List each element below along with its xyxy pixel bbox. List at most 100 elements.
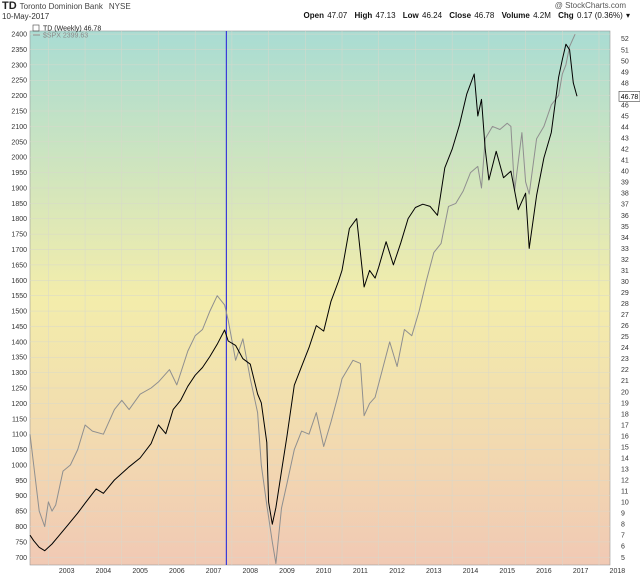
left-tick-label: 1250 — [11, 386, 27, 393]
legend-td: TD (Weekly) 46.78 — [43, 26, 101, 33]
left-tick-label: 2250 — [11, 78, 27, 85]
x-tick-label: 2009 — [279, 568, 295, 575]
stockcharts-logo[interactable]: @ StockCharts.com — [554, 1, 626, 10]
left-tick-label: 1300 — [11, 370, 27, 377]
series-lines — [29, 31, 578, 565]
right-tick-label: 45 — [621, 113, 629, 120]
left-tick-label: 1650 — [11, 262, 27, 269]
company-name: Toronto Dominion Bank — [19, 2, 103, 11]
left-tick-label: 700 — [15, 555, 27, 562]
right-tick-label: 9 — [621, 511, 625, 518]
right-tick-label: 14 — [621, 455, 629, 462]
right-tick-label: 41 — [621, 158, 629, 165]
left-tick-label: 750 — [15, 539, 27, 546]
right-tick-label: 12 — [621, 478, 629, 485]
left-tick-label: 1350 — [11, 355, 27, 362]
right-tick-label: 6 — [621, 544, 625, 551]
right-tick-label: 7 — [621, 533, 625, 540]
left-tick-label: 800 — [15, 524, 27, 531]
right-tick-label: 51 — [621, 47, 629, 54]
x-tick-label: 2015 — [499, 568, 515, 575]
right-tick-label: 21 — [621, 378, 629, 385]
quote-summary: Open 47.07 High 47.13 Low 46.24 Close 46… — [299, 11, 630, 20]
last-value-box — [618, 91, 640, 102]
right-tick-label: 46 — [621, 102, 629, 109]
left-tick-label: 2100 — [11, 124, 27, 131]
left-tick-label: 1850 — [11, 201, 27, 208]
left-tick-label: 1200 — [11, 401, 27, 408]
right-axis: 5 6 7 8 9 10 11 12 13 14 15 16 17 18 19 20 21 22 23 24 25 26 2… — [621, 36, 629, 562]
right-tick-label: 17 — [621, 422, 629, 429]
td-series-line — [29, 43, 578, 552]
right-tick-label: 52 — [621, 36, 629, 43]
left-tick-label: 1400 — [11, 339, 27, 346]
low-label: Low — [402, 11, 419, 20]
left-tick-label: 1900 — [11, 185, 27, 192]
x-tick-label: 2003 — [59, 568, 75, 575]
right-tick-label: 32 — [621, 257, 629, 264]
left-tick-label: 1950 — [11, 170, 27, 177]
x-tick-label: 2008 — [242, 568, 258, 575]
spx-series-line — [29, 33, 576, 564]
left-tick-label: 2050 — [11, 139, 27, 146]
x-tick-label: 2010 — [316, 568, 332, 575]
left-axis: 700 750 800 850 900 950 1000 1050 1100 1150 1200 12… — [11, 32, 27, 562]
high-value: 47.13 — [375, 11, 396, 20]
chg-value: 0.17 (0.36%) — [576, 11, 623, 20]
horizontal-gridlines — [30, 33, 610, 558]
x-tick-label: 2018 — [610, 568, 626, 575]
right-tick-label: 42 — [621, 147, 629, 154]
close-label: Close — [449, 11, 472, 20]
right-tick-label: 31 — [621, 268, 629, 275]
left-tick-label: 1550 — [11, 293, 27, 300]
left-tick-label: 1700 — [11, 247, 27, 254]
right-tick-label: 28 — [621, 301, 629, 308]
close-value: 46.78 — [474, 11, 495, 20]
x-tick-label: 2004 — [96, 568, 112, 575]
left-tick-label: 1450 — [11, 324, 27, 331]
left-tick-label: 1500 — [11, 309, 27, 316]
left-tick-label: 2400 — [11, 32, 27, 39]
ticker-title: TD Toronto Dominion Bank NYSE — [2, 0, 131, 12]
right-tick-label: 11 — [621, 489, 628, 496]
left-tick-label: 850 — [15, 509, 27, 516]
right-tick-label: 10 — [621, 500, 629, 507]
right-tick-label: 23 — [621, 356, 629, 363]
left-tick-label: 900 — [15, 493, 27, 500]
right-tick-label: 26 — [621, 323, 629, 330]
right-tick-label: 19 — [621, 400, 629, 407]
right-tick-label: 29 — [621, 290, 629, 297]
right-tick-label: 25 — [621, 334, 629, 341]
last-value-label: 46.78 — [621, 94, 639, 101]
left-tick-label: 1000 — [11, 462, 27, 469]
high-label: High — [354, 11, 373, 20]
right-tick-label: 35 — [621, 224, 629, 231]
exchange-label: NYSE — [108, 2, 131, 11]
open-value: 47.07 — [327, 11, 348, 20]
right-tick-label: 15 — [621, 444, 629, 451]
right-tick-label: 5 — [621, 555, 625, 562]
right-tick-label: 27 — [621, 312, 629, 319]
open-label: Open — [303, 11, 324, 20]
right-tick-label: 49 — [621, 69, 629, 76]
right-tick-label: 16 — [621, 433, 629, 440]
right-tick-label: 39 — [621, 180, 629, 187]
right-tick-label: 24 — [621, 345, 629, 352]
right-tick-label: 8 — [621, 522, 625, 529]
legend-swatch-td — [32, 24, 40, 32]
x-tick-label: 2005 — [132, 568, 148, 575]
right-tick-label: 33 — [621, 246, 629, 253]
left-tick-label: 2150 — [11, 109, 27, 116]
legend-spx: $SPX 2399.63 — [43, 33, 88, 40]
right-tick-label: 43 — [621, 136, 629, 143]
x-axis: 2003 2004 2005 2006 2007 2008 2009 2010 2011 2012… — [59, 568, 625, 575]
x-tick-label: 2017 — [573, 568, 589, 575]
legend: TD (Weekly) 46.78 $SPX 2399.63 — [32, 24, 101, 40]
right-tick-label: 30 — [621, 279, 629, 286]
right-tick-label: 22 — [621, 367, 629, 374]
ticker-symbol: TD — [2, 0, 17, 12]
x-tick-label: 2013 — [426, 568, 442, 575]
chart-header: TD Toronto Dominion Bank NYSE 10-May-2017… — [0, 0, 640, 30]
chg-down-arrow-icon: ▾ — [625, 11, 630, 20]
